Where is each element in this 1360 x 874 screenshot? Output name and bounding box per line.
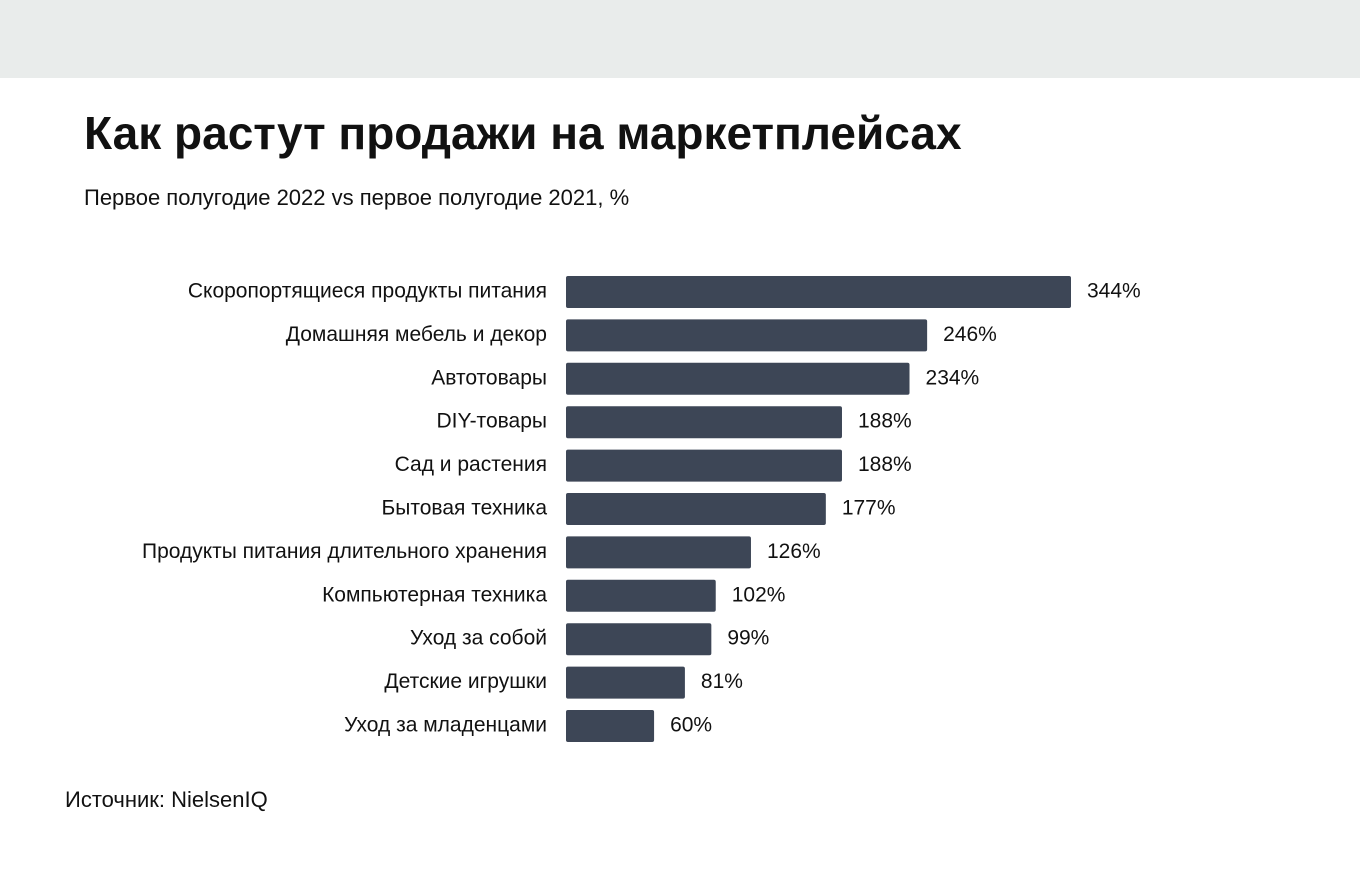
category-label: DIY-товары <box>436 410 547 433</box>
bar <box>566 666 685 699</box>
source-note: Источник: NielsenIQ <box>65 787 268 812</box>
bar <box>566 362 910 395</box>
value-label: 99% <box>727 627 769 650</box>
bar <box>566 623 712 656</box>
top-band <box>0 0 1360 78</box>
value-label: 246% <box>943 323 997 346</box>
value-label: 102% <box>732 583 786 606</box>
category-label: Бытовая техника <box>382 497 548 520</box>
value-label: 344% <box>1087 280 1141 303</box>
bar <box>566 579 716 612</box>
chart-subtitle: Первое полугодие 2022 vs первое полугоди… <box>84 185 629 210</box>
category-label: Детские игрушки <box>384 670 547 693</box>
value-label: 81% <box>701 670 743 693</box>
bar <box>566 319 928 352</box>
bar <box>566 536 751 569</box>
bar <box>566 710 655 742</box>
category-label: Уход за младенцами <box>344 714 547 737</box>
category-label: Домашняя мебель и декор <box>286 323 547 346</box>
bar <box>566 493 826 525</box>
category-label: Скоропортящиеся продукты питания <box>188 280 547 303</box>
category-label: Автотовары <box>431 366 547 389</box>
category-label: Компьютерная техника <box>322 583 547 606</box>
value-label: 177% <box>842 497 896 520</box>
category-label: Продукты питания длительного хранения <box>142 540 547 563</box>
value-label: 60% <box>670 714 712 737</box>
category-label: Сад и растения <box>395 453 547 476</box>
bar <box>566 276 1071 308</box>
value-label: 188% <box>858 453 912 476</box>
value-label: 234% <box>926 366 980 389</box>
bar <box>566 449 842 482</box>
value-label: 126% <box>767 540 821 563</box>
bar <box>566 406 842 439</box>
value-label: 188% <box>858 410 912 433</box>
chart-title: Как растут продажи на маркетплейсах <box>84 107 962 159</box>
category-label: Уход за собой <box>410 627 547 650</box>
